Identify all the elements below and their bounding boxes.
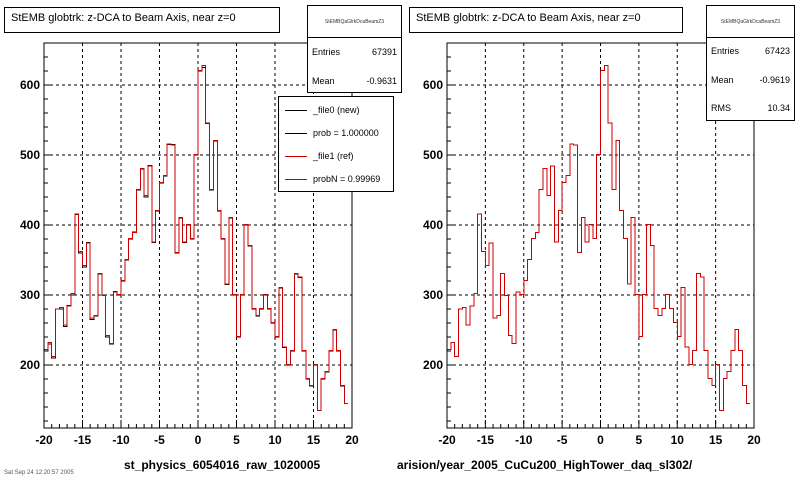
- legend-item-file1: _file1 (ref): [285, 151, 354, 161]
- right-xtick-label: -10: [515, 433, 533, 447]
- legend-label-file1: _file1 (ref): [313, 151, 354, 161]
- left-ytick-label: 300: [20, 288, 40, 302]
- right-xtick-label: 10: [671, 433, 685, 447]
- left-xtick-label: 5: [233, 433, 240, 447]
- legend-label-file0: _file0 (new): [313, 105, 360, 115]
- left-stats-name: StEMBQaGlrkDcaBeamZ3: [308, 6, 401, 38]
- right-ytick-label: 600: [423, 78, 443, 92]
- right-x-footer: arision/year_2005_CuCu200_HighTower_daq_…: [397, 458, 693, 472]
- left-xtick-label: 15: [307, 433, 321, 447]
- left-entries-label: Entries: [312, 47, 341, 57]
- right-stats-box: StEMBQaGlrkDcaBeamZ3 Entries 67423 Mean …: [706, 5, 795, 121]
- right-series-0: [447, 64, 751, 411]
- left-chart-title: StEMB globtrk: z-DCA to Beam Axis, near …: [11, 12, 236, 24]
- left-ytick-label: 400: [20, 218, 40, 232]
- right-ytick-label: 300: [423, 288, 443, 302]
- right-mean-label: Mean: [711, 75, 734, 85]
- left-entries-value: 67391: [371, 47, 397, 57]
- legend-item-prob: prob = 1.000000: [285, 128, 379, 138]
- left-xtick-label: -5: [154, 433, 165, 447]
- right-ytick-label: 400: [423, 218, 443, 232]
- left-xtick-label: -15: [74, 433, 92, 447]
- corner-note: Sat Sep 24 12:20:57 2005: [4, 470, 74, 476]
- left-ytick-label: 500: [20, 148, 40, 162]
- left-mean-value: -0.9631: [366, 76, 397, 86]
- right-xtick-label: 15: [709, 433, 723, 447]
- right-title-box: StEMB globtrk: z-DCA to Beam Axis, near …: [409, 7, 683, 33]
- right-xtick-label: 0: [597, 433, 604, 447]
- right-xtick-label: -5: [557, 433, 568, 447]
- left-series-1: [44, 64, 349, 411]
- left-xtick-label: -20: [35, 433, 53, 447]
- right-xtick-label: -20: [438, 433, 456, 447]
- left-title-box: StEMB globtrk: z-DCA to Beam Axis, near …: [4, 7, 280, 33]
- legend-label-probn: probN = 0.99969: [313, 174, 381, 184]
- left-xtick-label: 0: [195, 433, 202, 447]
- right-mean-value: -0.9619: [759, 75, 790, 85]
- right-ytick-label: 500: [423, 148, 443, 162]
- right-ytick-label: 200: [423, 358, 443, 372]
- left-xtick-label: 10: [268, 433, 282, 447]
- left-mean-label: Mean: [312, 76, 335, 86]
- left-stats-box: StEMBQaGlrkDcaBeamZ3 Entries 67391 Mean …: [307, 5, 402, 93]
- right-chart-title: StEMB globtrk: z-DCA to Beam Axis, near …: [416, 12, 641, 24]
- left-x-footer: st_physics_6054016_raw_1020005: [124, 458, 321, 472]
- right-entries-label: Entries: [711, 46, 740, 56]
- right-xtick-label: 5: [636, 433, 643, 447]
- right-xtick-label: 20: [747, 433, 761, 447]
- legend-item-probn: probN = 0.99969: [285, 174, 380, 184]
- legend-item-file0: _file0 (new): [285, 105, 360, 115]
- left-legend: _file0 (new) prob = 1.000000 _file1 (ref…: [278, 96, 394, 192]
- right-xtick-label: -15: [477, 433, 495, 447]
- right-entries-value: 67423: [764, 46, 790, 56]
- left-ytick-label: 600: [20, 78, 40, 92]
- left-xtick-label: -10: [112, 433, 130, 447]
- right-stats-name: StEMBQaGlrkDcaBeamZ3: [707, 6, 794, 38]
- right-rms-value: 10.34: [767, 103, 790, 113]
- left-ytick-label: 200: [20, 358, 40, 372]
- right-rms-label: RMS: [711, 103, 731, 113]
- legend-label-prob: prob = 1.000000: [313, 128, 379, 138]
- left-xtick-label: 20: [345, 433, 359, 447]
